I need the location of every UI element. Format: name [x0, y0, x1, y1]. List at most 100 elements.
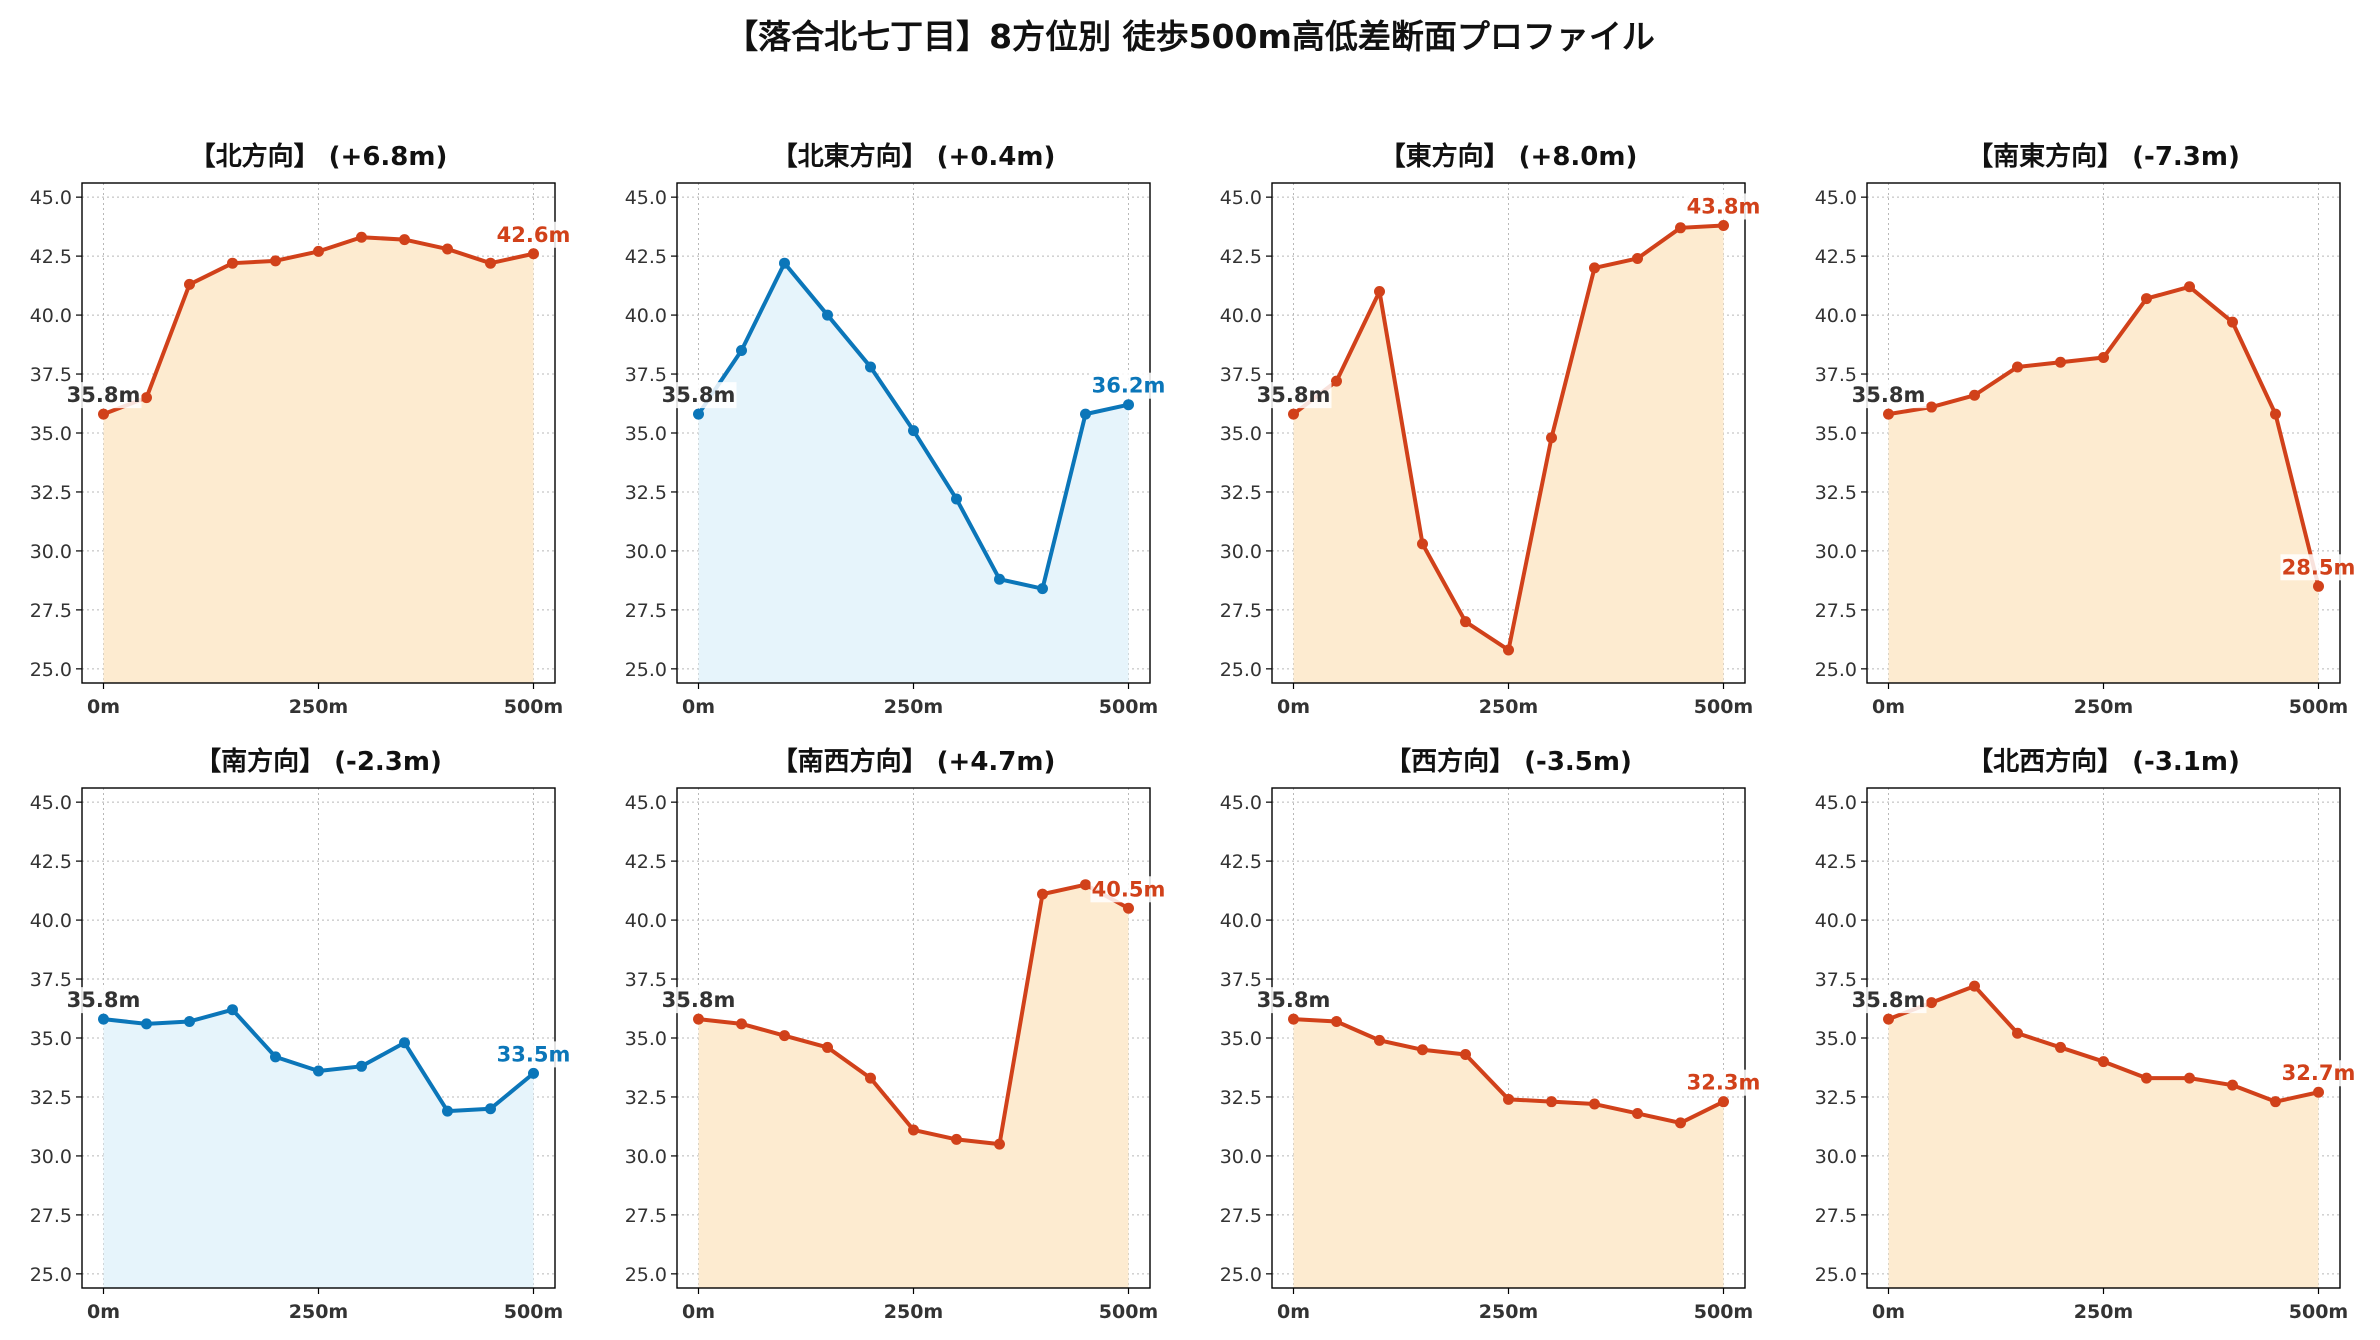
y-tick-label: 27.5	[1220, 1205, 1262, 1227]
y-tick-label: 27.5	[625, 600, 667, 622]
panel-title: 【西方向】 (-3.5m)	[1385, 746, 1632, 777]
data-point	[1331, 1015, 1342, 1027]
x-tick-label: 250m	[1479, 696, 1538, 718]
x-tick-label: 500m	[2289, 696, 2348, 718]
panel-6: 【南西方向】 (+4.7m) 25.0 27.5 30.0 32.5 35.0 37.5 40…	[625, 746, 1167, 1323]
y-tick-label: 37.5	[1220, 969, 1262, 991]
y-tick-label: 35.0	[30, 423, 72, 445]
y-tick-label: 40.0	[1220, 910, 1262, 932]
data-point	[313, 245, 324, 257]
start-label: 35.8m	[1257, 988, 1331, 1012]
x-tick-label: 0m	[1277, 696, 1310, 718]
data-point	[1080, 879, 1091, 891]
panel-5: 【南方向】 (-2.3m) 25.0 27.5 30.0 32.5 35.0 37.5 40.…	[30, 746, 572, 1323]
area-fill	[1888, 286, 2319, 683]
y-tick-label: 45.0	[30, 187, 72, 209]
start-label: 35.8m	[1852, 383, 1926, 407]
y-tick-label: 32.5	[625, 482, 667, 504]
data-point	[528, 1067, 539, 1079]
y-tick-label: 32.5	[1220, 1087, 1262, 1109]
y-tick-label: 40.0	[1815, 910, 1857, 932]
y-tick-label: 42.5	[1815, 246, 1857, 268]
end-label: 28.5m	[2282, 555, 2356, 579]
data-point	[908, 1124, 919, 1136]
x-tick-label: 250m	[884, 696, 943, 718]
panel-1: 【北方向】 (+6.8m) 25.0 27.5 30.0 32.5 35.0 37.5 40.…	[30, 141, 572, 718]
data-point	[2141, 1072, 2152, 1084]
data-point	[1589, 1098, 1600, 1110]
x-tick-label: 500m	[1099, 1301, 1158, 1323]
y-tick-label: 32.5	[625, 1087, 667, 1109]
y-tick-label: 32.5	[1220, 482, 1262, 504]
panel-title: 【東方向】 (+8.0m)	[1380, 141, 1638, 172]
end-label-bg	[1090, 372, 1167, 399]
data-point	[1374, 285, 1385, 297]
data-point	[227, 1004, 238, 1016]
data-point	[2055, 1041, 2066, 1053]
panel-8: 【北西方向】 (-3.1m) 25.0 27.5 30.0 32.5 35.0 37.5 40…	[1815, 746, 2357, 1323]
y-tick-label: 40.0	[1815, 305, 1857, 327]
data-point	[528, 248, 539, 260]
data-point	[2227, 316, 2238, 328]
y-tick-label: 40.0	[30, 910, 72, 932]
y-tick-label: 42.5	[625, 246, 667, 268]
data-point	[485, 1103, 496, 1115]
x-tick-label: 250m	[2074, 696, 2133, 718]
data-point	[227, 257, 238, 269]
data-point	[2141, 293, 2152, 305]
y-tick-label: 30.0	[1815, 541, 1857, 563]
data-point	[1589, 262, 1600, 274]
data-point	[1632, 1107, 1643, 1119]
start-label-bg	[1850, 987, 1927, 1014]
panel-2: 【北東方向】 (+0.4m) 25.0 27.5 30.0 32.5 35.0 37.5 40…	[625, 141, 1167, 718]
y-tick-label: 27.5	[625, 1205, 667, 1227]
data-point	[356, 1060, 367, 1072]
data-point	[1883, 408, 1894, 420]
y-tick-label: 30.0	[1220, 541, 1262, 563]
y-tick-label: 40.0	[30, 305, 72, 327]
y-tick-label: 37.5	[625, 364, 667, 386]
data-point	[399, 1037, 410, 1049]
x-tick-label: 500m	[504, 1301, 563, 1323]
x-tick-label: 250m	[884, 1301, 943, 1323]
data-point	[1718, 1096, 1729, 1108]
data-point	[1632, 252, 1643, 264]
y-tick-label: 37.5	[30, 969, 72, 991]
data-point	[822, 1041, 833, 1053]
end-label: 32.7m	[2282, 1061, 2356, 1085]
end-label: 36.2m	[1092, 374, 1166, 398]
data-point	[1503, 1093, 1514, 1105]
panel-title: 【南方向】 (-2.3m)	[195, 746, 442, 777]
data-point	[485, 257, 496, 269]
data-point	[1503, 644, 1514, 656]
area-fill	[698, 263, 1129, 683]
y-tick-label: 30.0	[1815, 1146, 1857, 1168]
data-point	[1123, 902, 1134, 914]
y-tick-label: 32.5	[30, 482, 72, 504]
y-tick-label: 35.0	[1220, 1028, 1262, 1050]
data-point	[399, 234, 410, 246]
x-tick-label: 0m	[1872, 1301, 1905, 1323]
panel-title: 【北西方向】 (-3.1m)	[1967, 746, 2240, 777]
y-tick-label: 40.0	[625, 305, 667, 327]
start-label-bg	[1255, 987, 1332, 1014]
x-tick-label: 500m	[1694, 696, 1753, 718]
data-point	[442, 1105, 453, 1117]
y-tick-label: 45.0	[1815, 187, 1857, 209]
start-label: 35.8m	[1257, 383, 1331, 407]
end-label-bg	[2280, 554, 2357, 581]
start-label: 35.8m	[67, 988, 141, 1012]
y-tick-label: 45.0	[1220, 792, 1262, 814]
data-point	[1288, 1013, 1299, 1025]
area-fill	[698, 884, 1129, 1288]
data-point	[1926, 401, 1937, 413]
y-tick-label: 35.0	[625, 1028, 667, 1050]
data-point	[1675, 1117, 1686, 1129]
area-fill	[1888, 986, 2319, 1288]
data-point	[908, 425, 919, 437]
y-tick-label: 42.5	[1220, 246, 1262, 268]
data-point	[1417, 538, 1428, 550]
data-point	[951, 493, 962, 505]
data-point	[1123, 399, 1134, 411]
